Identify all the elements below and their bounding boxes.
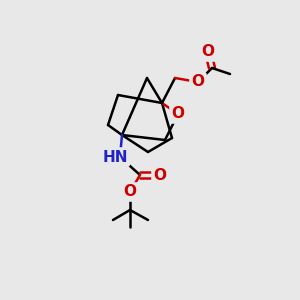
Text: HN: HN	[102, 149, 128, 164]
Text: O: O	[172, 106, 184, 122]
Text: O: O	[191, 74, 205, 89]
Text: O: O	[154, 167, 166, 182]
Text: O: O	[124, 184, 136, 200]
Text: O: O	[202, 44, 214, 59]
